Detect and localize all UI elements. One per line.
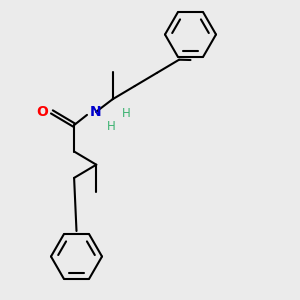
Text: N: N bbox=[90, 105, 102, 119]
Text: H: H bbox=[122, 107, 130, 120]
Text: O: O bbox=[36, 105, 48, 119]
Text: H: H bbox=[106, 120, 115, 133]
